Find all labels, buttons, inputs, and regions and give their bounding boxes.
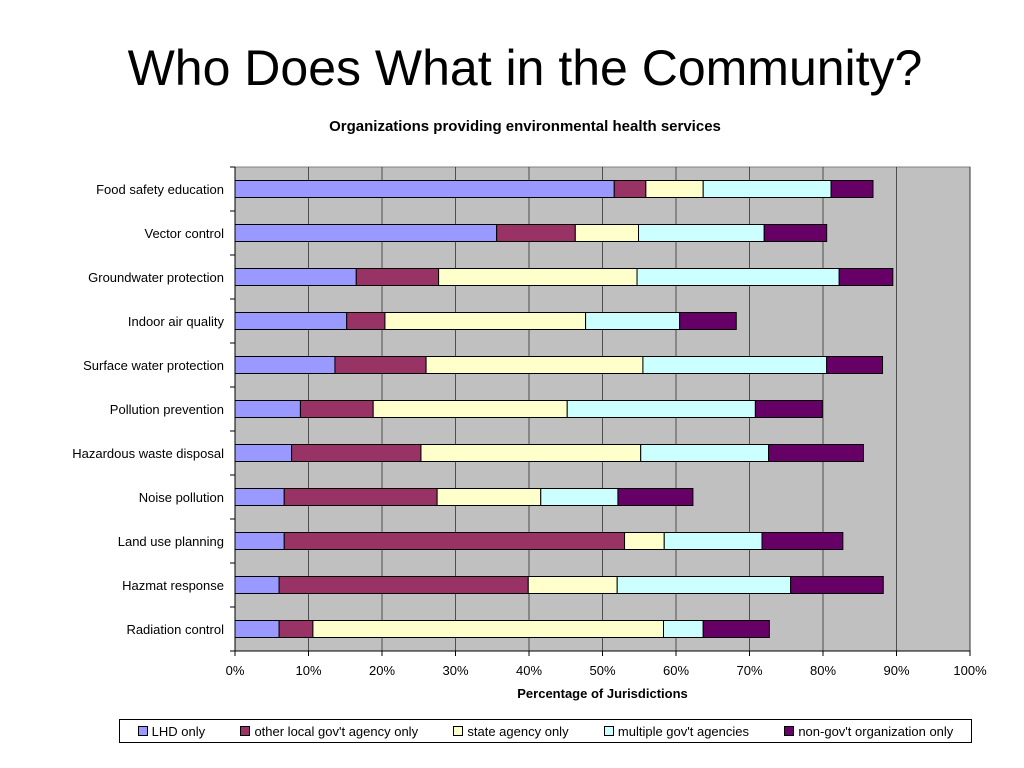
x-tick-label: 70% — [736, 663, 762, 678]
x-tick-label: 100% — [953, 663, 987, 678]
bar-segment — [642, 356, 828, 374]
bar-segment — [234, 576, 280, 594]
category-label: Hazardous waste disposal — [72, 446, 224, 461]
bar-segment — [234, 488, 285, 506]
legend-swatch — [784, 726, 795, 736]
x-tick-label: 30% — [442, 663, 468, 678]
chart-title: Organizations providing environmental he… — [329, 118, 721, 135]
x-tick-label: 10% — [295, 663, 321, 678]
bar-segment — [438, 268, 638, 286]
bar-segment — [283, 532, 626, 550]
bar-segment — [234, 356, 336, 374]
bar-segment — [663, 532, 763, 550]
category-label: Vector control — [145, 226, 225, 241]
bar-segment — [645, 180, 704, 198]
bar-segment — [372, 400, 568, 418]
bar-segment — [838, 268, 894, 286]
category-label: Food safety education — [96, 182, 224, 197]
bar-segment — [636, 268, 840, 286]
category-label: Indoor air quality — [128, 314, 225, 329]
bar-segment — [790, 576, 884, 594]
bar-segment — [624, 532, 665, 550]
bar-segment — [761, 532, 844, 550]
legend-label: multiple gov't agencies — [617, 723, 750, 739]
bar-segment — [283, 488, 438, 506]
bar-segment — [234, 224, 498, 242]
bar-segment — [702, 620, 770, 638]
legend-swatch — [137, 726, 148, 736]
bar-segment — [640, 444, 770, 462]
chart-legend: LHD only other local gov't agency only sta… — [119, 719, 972, 743]
bar-segment — [278, 576, 529, 594]
x-tick-label: 40% — [516, 663, 542, 678]
x-axis-title: Percentage of Jurisdictions — [517, 686, 688, 701]
legend-swatch — [603, 726, 614, 736]
legend-item: non-gov't organization only — [784, 724, 953, 739]
category-label: Land use planning — [118, 534, 224, 549]
bar-segment — [613, 180, 647, 198]
bar-segment — [312, 620, 665, 638]
legend-label: other local gov't agency only — [254, 723, 419, 739]
bar-segment — [355, 268, 440, 286]
legend-item: state agency only — [453, 723, 569, 739]
bar-segment — [754, 400, 823, 418]
bar-segment — [291, 444, 422, 462]
bar-segment — [234, 268, 357, 286]
bar-segment — [299, 400, 374, 418]
bar-segment — [702, 180, 832, 198]
x-tick-label: 20% — [369, 663, 395, 678]
legend-item: multiple gov't agencies — [603, 723, 750, 739]
bar-segment — [826, 356, 884, 374]
bar-segment — [617, 488, 694, 506]
bar-segment — [763, 224, 828, 242]
bar-segment — [830, 180, 874, 198]
category-label: Surface water protection — [83, 358, 224, 373]
x-tick-label: 80% — [810, 663, 836, 678]
legend-label: non-gov't organization only — [798, 723, 954, 739]
bar-segment — [346, 312, 386, 330]
bar-segment — [384, 312, 587, 330]
bar-segment — [234, 532, 285, 550]
category-label: Groundwater protection — [88, 270, 224, 285]
bar-segment — [574, 224, 640, 242]
legend-swatch — [453, 726, 464, 736]
x-tick-label: 0% — [226, 663, 245, 678]
bar-segment — [234, 312, 348, 330]
legend-item: LHD only — [137, 723, 206, 739]
bar-segment — [234, 180, 615, 198]
bar-segment — [566, 400, 756, 418]
bar-segment — [540, 488, 619, 506]
bar-segment — [278, 620, 314, 638]
category-label: Hazmat response — [122, 578, 224, 593]
bar-segment — [334, 356, 427, 374]
bar-segment — [496, 224, 576, 242]
bar-segment — [679, 312, 737, 330]
legend-swatch — [240, 726, 251, 736]
bar-segment — [768, 444, 864, 462]
x-tick-label: 90% — [883, 663, 909, 678]
slide-title: Who Does What in the Community? — [127, 40, 923, 96]
bar-segment — [436, 488, 542, 506]
bar-segment — [585, 312, 681, 330]
bar-segment — [425, 356, 644, 374]
bar-segment — [638, 224, 765, 242]
x-tick-label: 50% — [589, 663, 615, 678]
bar-segment — [234, 444, 293, 462]
bar-segment — [420, 444, 642, 462]
bar-segment — [234, 620, 280, 638]
bar-segment — [663, 620, 704, 638]
legend-label: state agency only — [467, 723, 569, 739]
category-label: Pollution prevention — [110, 402, 224, 417]
legend-label: LHD only — [151, 723, 206, 739]
bar-segment — [616, 576, 792, 594]
bar-segment — [527, 576, 618, 594]
category-label: Radiation control — [126, 622, 224, 637]
category-label: Noise pollution — [139, 490, 224, 505]
bar-segment — [234, 400, 301, 418]
x-tick-label: 60% — [663, 663, 689, 678]
legend-item: other local gov't agency only — [240, 724, 418, 739]
